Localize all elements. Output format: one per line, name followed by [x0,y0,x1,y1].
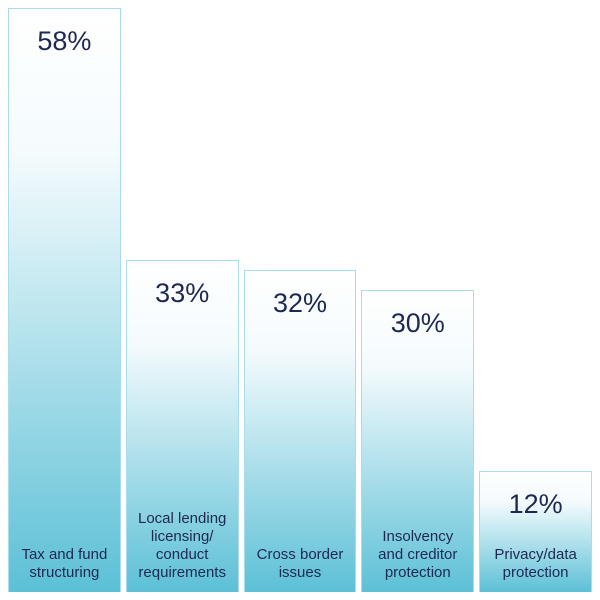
category-label: Cross border issues [256,546,344,581]
value-label: 32% [272,287,328,318]
bar [361,289,475,592]
category-label: Tax and fund structuring [21,546,108,581]
bar [243,269,357,592]
value-label: 12% [508,489,563,520]
bar [125,259,239,592]
value-label: 58% [37,26,92,56]
bar [8,8,121,592]
category-label: Privacy/data protection [494,546,577,581]
value-label: 30% [390,307,445,338]
value-label: 33% [155,277,210,308]
bar [479,471,592,592]
category-label: Local lending licensing/ conduct require… [137,510,227,581]
category-label: Insolvency and creditor protection [378,528,458,581]
